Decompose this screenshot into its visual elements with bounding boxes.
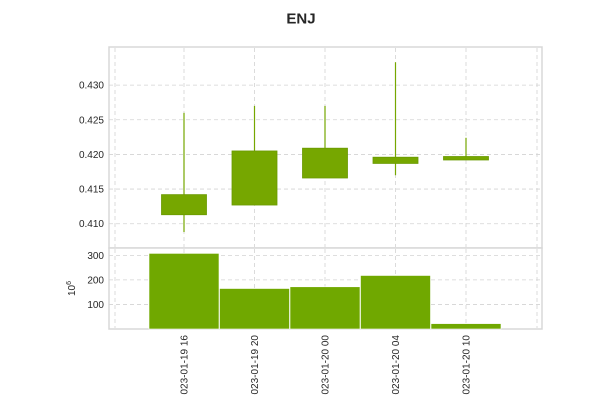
price-tick-label: 0.410 (79, 219, 104, 230)
candle-body (302, 147, 348, 179)
price-tick-label: 0.430 (79, 81, 104, 92)
volume-tick-label: 100 (87, 300, 104, 311)
price-panel: 0.410 0.415 0.420 0.425 0.430 (79, 46, 543, 249)
price-tick-label: 0.415 (79, 185, 104, 196)
volume-bar (148, 253, 220, 330)
volume-bar (360, 275, 431, 330)
x-axis: 023-01-19 16 023-01-19 20 023-01-20 00 023-… (180, 335, 473, 395)
volume-bar (289, 286, 361, 330)
x-tick-label: 023-01-20 00 (321, 335, 332, 395)
candle-body (161, 194, 207, 216)
volume-panel: 100 200 300 106 (66, 247, 543, 330)
price-tick-label: 0.425 (79, 115, 104, 126)
x-tick-label: 023-01-20 10 (462, 335, 473, 395)
volume-exponent-label: 106 (66, 281, 78, 296)
x-tick-label: 023-01-19 20 (250, 335, 261, 395)
candle-body (372, 156, 419, 164)
price-tick-label: 0.420 (79, 150, 104, 161)
x-tick-label: 023-01-19 16 (180, 335, 191, 395)
x-tick-label: 023-01-20 04 (391, 335, 402, 395)
chart-title: ENJ (286, 10, 315, 27)
volume-bar (430, 323, 502, 330)
volume-tick-label: 200 (87, 275, 104, 286)
volume-bar (219, 288, 290, 330)
candle-body (443, 156, 489, 161)
volume-tick-label: 300 (87, 251, 104, 262)
candle-body (231, 150, 278, 206)
